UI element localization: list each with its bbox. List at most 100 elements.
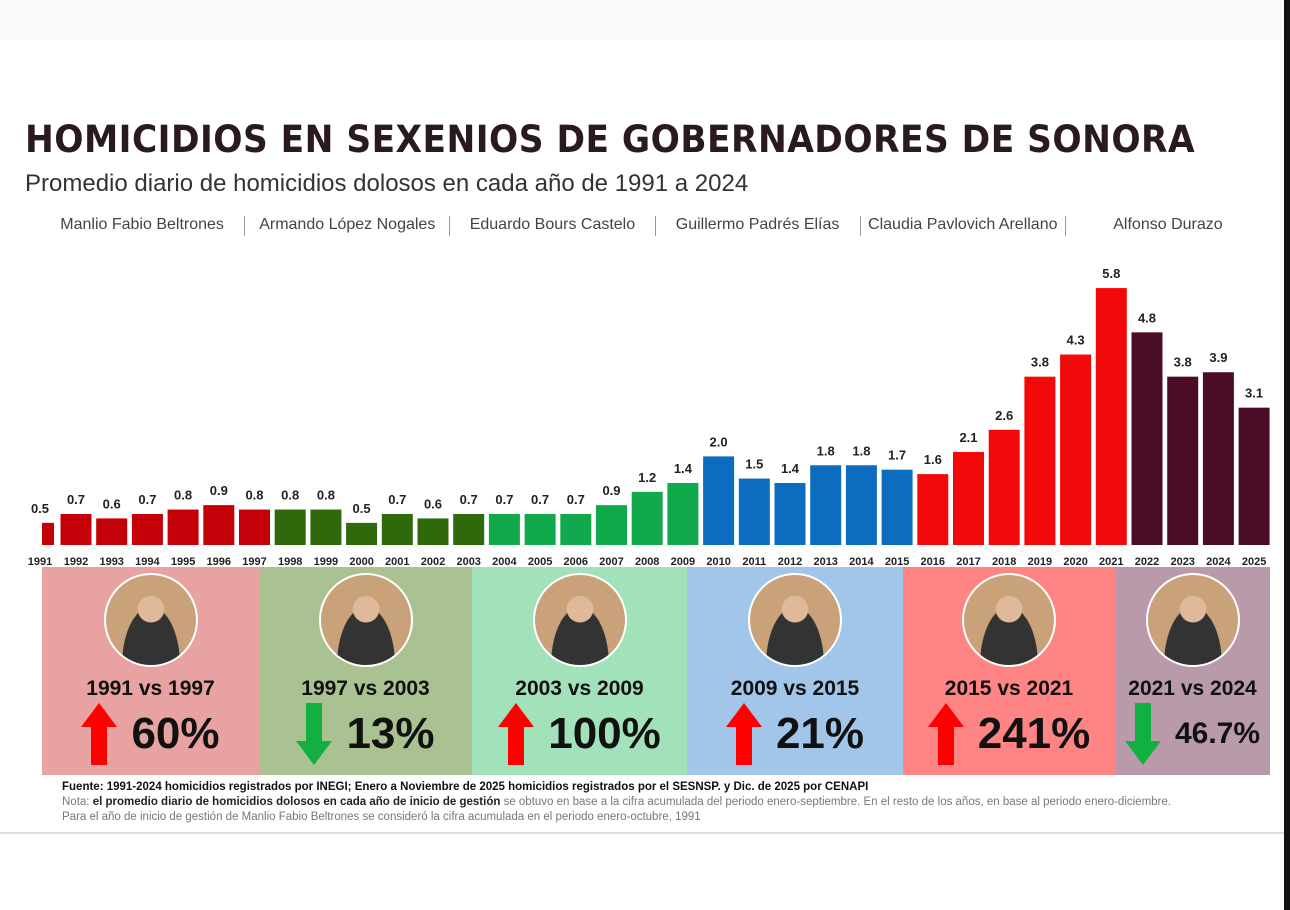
bar-2002	[417, 518, 449, 545]
percent-change: 46.7%	[1174, 717, 1261, 750]
value-label: 5.8	[1102, 266, 1120, 281]
value-label: 2.1	[959, 430, 977, 445]
value-label: 0.7	[460, 492, 478, 507]
bar-2004	[488, 513, 520, 545]
bar-2011	[738, 478, 770, 545]
bar-2007	[596, 505, 627, 545]
bar-2019	[1024, 376, 1056, 545]
year-label: 1999	[314, 556, 338, 568]
value-label: 4.8	[1138, 310, 1156, 325]
bar-2025	[1238, 407, 1270, 545]
year-label: 2023	[1170, 556, 1194, 568]
year-label: 2012	[778, 556, 802, 568]
value-label: 0.8	[317, 488, 335, 503]
value-label: 1.8	[852, 443, 870, 458]
panel-2003-vs-2009: 2003 vs 2009 100%	[472, 567, 687, 775]
divider	[449, 216, 451, 236]
year-label: 1993	[99, 556, 123, 568]
value-label: 0.5	[353, 501, 371, 516]
year-label: 2020	[1063, 556, 1087, 568]
value-label: 0.7	[138, 492, 156, 507]
year-label: 2008	[635, 556, 659, 568]
right-edge	[1284, 0, 1290, 910]
value-label: 3.8	[1174, 355, 1192, 370]
comparison-label: 2021 vs 2024	[1128, 677, 1257, 700]
year-label: 2019	[1028, 556, 1052, 568]
value-label: 1.7	[888, 448, 906, 463]
governor-name: Manlio Fabio Beltrones	[60, 216, 224, 233]
year-label: 1997	[242, 556, 266, 568]
bar-2005	[524, 513, 556, 545]
year-label: 2022	[1135, 556, 1159, 568]
comparison-label: 2015 vs 2021	[944, 677, 1074, 700]
panel-2009-vs-2015: 2009 vs 2015 21%	[687, 567, 903, 775]
bar-2001	[381, 513, 413, 545]
bar-1992	[60, 513, 92, 545]
bar-2017	[953, 451, 984, 545]
value-label: 3.1	[1245, 386, 1263, 401]
bar-2022	[1131, 332, 1163, 545]
governor-photo	[318, 573, 413, 667]
year-label: 2015	[885, 556, 909, 568]
year-label: 2024	[1206, 556, 1231, 568]
year-label: 2011	[742, 556, 766, 568]
divider	[244, 216, 246, 236]
value-label: 0.6	[103, 496, 121, 511]
bar-2006	[560, 513, 592, 545]
bar-2014	[845, 465, 877, 545]
governor-photo	[103, 573, 198, 667]
comparison-label: 1991 vs 1997	[86, 677, 215, 700]
value-label: 0.7	[567, 492, 585, 507]
bar-1993	[96, 518, 128, 545]
bar-2012	[774, 482, 806, 545]
footnote: Fuente: 1991-2024 homicidios registrados…	[62, 780, 1171, 825]
year-label: 2010	[706, 556, 730, 568]
value-label: 0.7	[388, 492, 406, 507]
arrow-down-icon	[296, 703, 333, 765]
year-label: 2021	[1099, 556, 1123, 568]
percent-change: 241%	[977, 709, 1091, 758]
value-label: 0.7	[531, 492, 549, 507]
panel-1997-vs-2003: 1997 vs 2003 13%	[259, 567, 472, 775]
bar-1996	[203, 505, 235, 545]
value-label: 2.0	[710, 434, 728, 449]
year-label: 2001	[385, 556, 409, 568]
percent-change: 21%	[775, 709, 865, 758]
value-label: 3.9	[1209, 350, 1227, 365]
year-label: 2013	[813, 556, 837, 568]
bar-1995	[167, 509, 199, 545]
bar-1998	[274, 509, 306, 545]
bar-2009	[667, 482, 699, 545]
value-label: 2.6	[995, 408, 1013, 423]
value-label: 0.9	[210, 483, 228, 498]
percent-change: 60%	[131, 709, 220, 758]
year-label: 2009	[671, 556, 695, 568]
value-label: 0.8	[245, 488, 263, 503]
arrow-up-icon	[81, 703, 118, 765]
subtitle: Promedio diario de homicidios dolosos en…	[25, 170, 749, 197]
year-label: 2018	[992, 556, 1016, 568]
bar-chart: 0.5 1991 0.7 1992 0.6 1993 0.7 1994 0.8 1995 0.9 19…	[28, 266, 1270, 568]
value-label: 4.3	[1067, 333, 1085, 348]
year-label: 2014	[849, 556, 874, 568]
percent-change: 100%	[548, 709, 661, 758]
percent-change: 13%	[346, 709, 435, 758]
comparison-panels: 1991 vs 1997 60% 1997 vs 2003 13% 2003 v…	[42, 567, 1270, 775]
year-label: 2025	[1242, 556, 1266, 568]
arrow-down-icon	[1124, 703, 1161, 765]
note-prefix: Nota:	[62, 796, 93, 808]
arrow-up-icon	[498, 703, 535, 765]
bar-2023	[1167, 376, 1199, 545]
bar-1997	[239, 509, 270, 545]
value-label: 1.4	[781, 461, 800, 476]
comparison-label: 2009 vs 2015	[730, 677, 860, 700]
comparison-label: 2003 vs 2009	[515, 677, 644, 700]
value-label: 1.4	[674, 461, 693, 476]
year-label: 2006	[564, 556, 588, 568]
divider	[1064, 216, 1066, 236]
year-label: 1998	[278, 556, 302, 568]
panel-2021-vs-2024: 2021 vs 2024 46.7%	[1115, 567, 1270, 775]
year-label: 1992	[64, 556, 88, 568]
bar-2016	[917, 474, 949, 545]
bar-2008	[631, 491, 663, 545]
